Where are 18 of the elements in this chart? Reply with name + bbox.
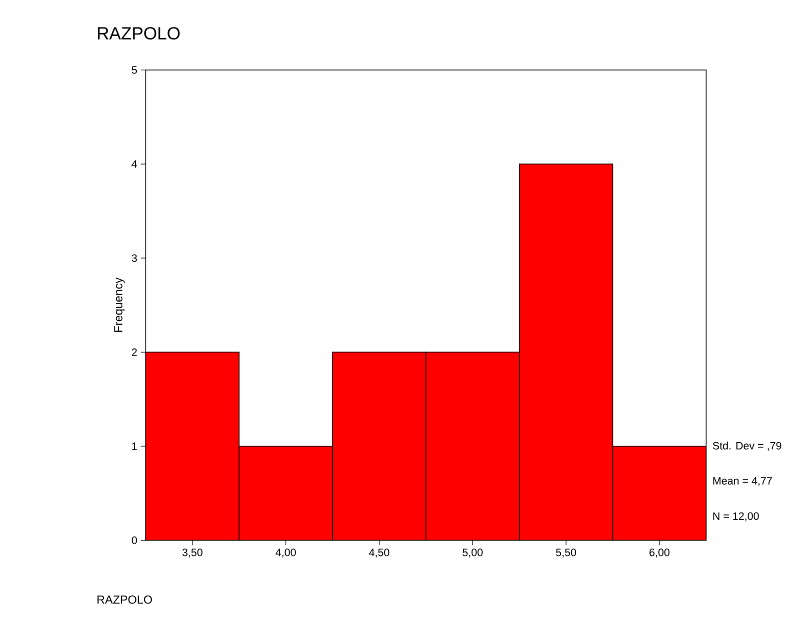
y-tick-label: 1 [132,442,137,450]
chart-title: RAZPOLO [98,26,180,40]
y-tick-label: 2 [132,348,137,356]
text: N = 12,00 [713,512,759,522]
x-tick-label: 4,50 [369,548,390,558]
x-tick-label: 5,50 [556,548,576,558]
x-tick-label: 5,00 [462,548,483,558]
text: Std. Dev = ,79 [712,442,782,451]
y-tick-label: 5 [132,66,137,74]
y-tick-label: 0 [132,536,137,544]
y-tick-label: 4 [132,160,138,168]
x-tick-label: 3,50 [182,548,202,558]
y-tick-label: 3 [132,254,137,262]
y-axis-title: Frequency [114,277,125,332]
x-tick-label: 6,00 [650,548,670,558]
text: Mean = 4,77 [713,477,772,486]
x-axis-title: RAZPOLO [98,595,152,604]
x-tick-label: 4,00 [276,548,296,558]
